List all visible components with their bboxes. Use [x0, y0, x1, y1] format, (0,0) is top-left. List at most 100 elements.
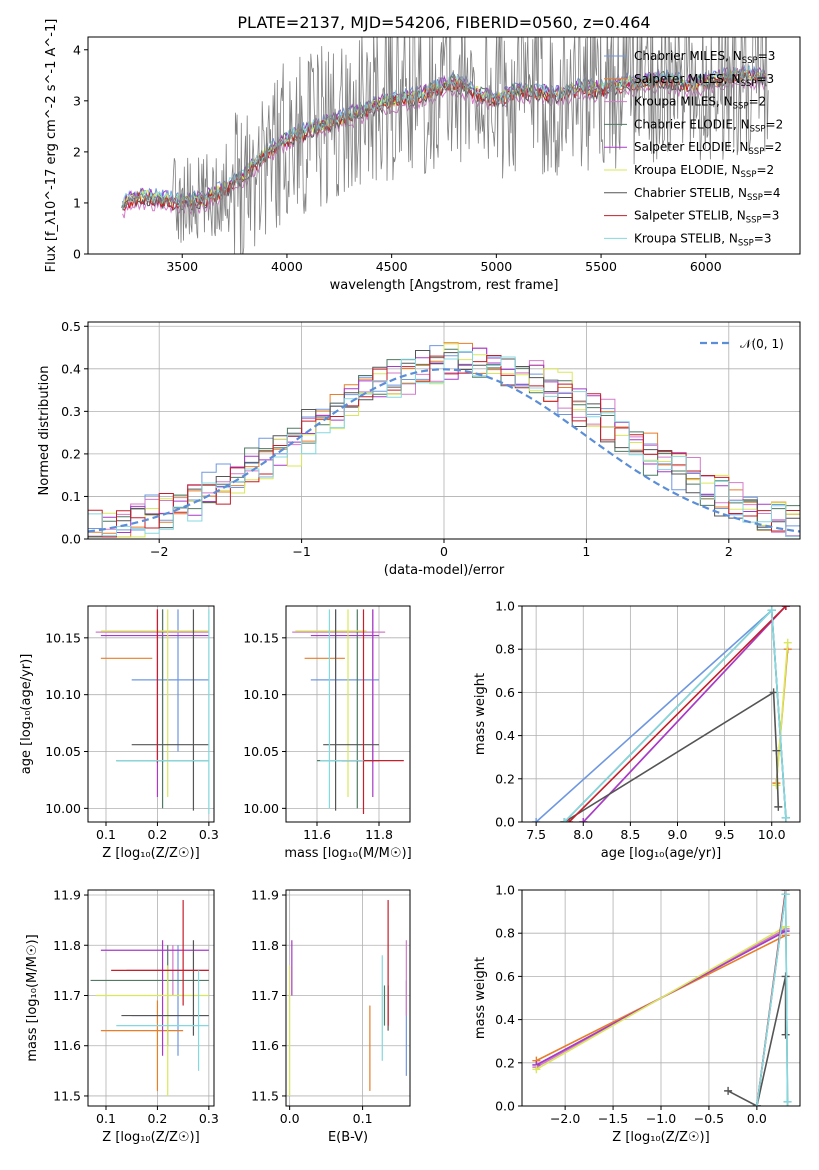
- weight_vs_age-plot: [532, 606, 792, 822]
- spectrum-xtick-label: 4000: [271, 259, 303, 274]
- mass-weight-marker: [781, 606, 790, 610]
- spectrum-ytick-label: 1: [73, 195, 81, 210]
- age_vs_Z-plot: [95, 609, 210, 815]
- age_vs_mass-xtick-label: 11.6: [303, 827, 331, 842]
- weight_vs_age-ytick-label: 0.0: [495, 815, 515, 830]
- mass_vs_EBV-xtick-label: 0.0: [280, 1111, 300, 1126]
- spectrum-ytick-label: 2: [73, 144, 81, 159]
- mass-weight-marker: [532, 818, 541, 822]
- mass_vs_EBV-ytick-label: 11.8: [251, 938, 279, 953]
- weight_vs_Z-ytick-label: 0.0: [495, 1099, 515, 1114]
- age_vs_mass-plot: [292, 609, 404, 815]
- age_vs_mass-xtick-label: 11.8: [365, 827, 393, 842]
- weight_vs_age-xtick-label: 7.5: [526, 827, 546, 842]
- mass-weight-marker: [781, 1030, 790, 1039]
- observed-spectrum-line: [121, 37, 769, 254]
- legend-label: 𝒩(0, 1): [740, 337, 784, 351]
- mass_vs_Z-axes: 0.1 0.2 0.3 11.5 11.6 11.7 11.8 11.9 Z [log₁₀(Z/…: [25, 888, 219, 1145]
- residuals-xtick-label: −2: [150, 544, 168, 559]
- mass_vs_EBV-ytick-label: 11.6: [251, 1038, 279, 1053]
- age_vs_Z-xtick-label: 0.3: [199, 827, 219, 842]
- mass-weight-marker: [772, 746, 781, 755]
- weight_vs_Z-ytick-label: 0.6: [495, 969, 515, 984]
- mass-weight-marker: [767, 606, 776, 615]
- mass-weight-marker: [565, 818, 574, 822]
- mass_vs_EBV-frame: [285, 889, 411, 1107]
- weight_vs_age-xtick-label: 10.0: [758, 827, 786, 842]
- age_vs_mass-frame: [285, 605, 411, 823]
- age_vs_mass-ytick-label: 10.00: [243, 801, 279, 816]
- residuals-axes: −2 −1 0 1 2 0.0 0.1 0.2 0.3 0.4 0.5 (data-model)/er…: [37, 319, 801, 578]
- mass_vs_EBV-ytick-label: 11.9: [251, 888, 279, 903]
- mass-weight-marker: [781, 890, 790, 899]
- age_vs_mass-ytick-label: 10.15: [243, 630, 279, 645]
- normal-curve: [88, 368, 800, 533]
- mass-weight-marker: [579, 818, 588, 822]
- weight_vs_age-ytick-label: 0.8: [495, 642, 515, 657]
- age_vs_Z-ytick-label: 10.15: [45, 630, 81, 645]
- residuals-plot: [88, 342, 800, 538]
- weight_vs_age-xlabel: age [log₁₀(age/yr)]: [601, 846, 722, 861]
- legend-label: Salpeter MILES, NSSP=3: [634, 72, 774, 89]
- weight_vs_age-xtick-label: 9.0: [668, 827, 688, 842]
- age_vs_Z-ytick-label: 10.10: [45, 687, 81, 702]
- weight_vs_Z-xlabel: Z [log₁₀(Z/Z☉)]: [612, 1130, 709, 1145]
- mass-weight-marker: [774, 802, 783, 811]
- mass_vs_Z-ytick-label: 11.6: [53, 1038, 81, 1053]
- figure-title: PLATE=2137, MJD=54206, FIBERID=0560, z=0…: [237, 13, 650, 32]
- weight_vs_age-ylabel: mass weight: [473, 673, 488, 755]
- mass-weight-marker: [781, 813, 790, 822]
- spectrum-ytick-label: 0: [73, 247, 81, 262]
- weight_vs_Z-axes: −2.0 −1.5 −1.0 −0.5 0.0 0.0 0.2 0.4 0.6 0.8 1.0 Z […: [473, 883, 801, 1145]
- mass-weight-marker: [769, 688, 778, 697]
- spectrum-xtick-label: 5000: [480, 259, 512, 274]
- age_vs_Z-ylabel: age [log₁₀(age/yr)]: [19, 654, 34, 775]
- age_vs_Z-xtick-label: 0.2: [147, 827, 167, 842]
- spectrum-axes: 3500 4000 4500 5000 5500 6000 0 1 2 3 4 wavelength …: [44, 19, 801, 293]
- mass_vs_Z-ytick-label: 11.9: [53, 888, 81, 903]
- mass-weight-line: [568, 606, 787, 822]
- mass-weight-marker: [772, 781, 781, 790]
- mass-weight-marker: [783, 638, 792, 647]
- legend-label: Chabrier STELIB, NSSP=4: [634, 186, 781, 203]
- age_vs_Z-axes: 0.1 0.2 0.3 10.00 10.05 10.10 10.15 Z [log₁₀(Z/…: [19, 605, 219, 861]
- mass_vs_Z-ytick-label: 11.7: [53, 988, 81, 1003]
- mass-weight-marker: [783, 1097, 792, 1106]
- spectrum-frame: [87, 36, 801, 255]
- spectrum-ytick-label: 3: [73, 93, 81, 108]
- spectrum-xlabel: wavelength [Angstrom, rest frame]: [330, 278, 559, 293]
- age_vs_Z-frame: [87, 605, 215, 823]
- legend-label: Salpeter STELIB, NSSP=3: [634, 209, 779, 226]
- mass_vs_Z-frame: [87, 889, 215, 1107]
- weight_vs_age-xtick-label: 8.5: [620, 827, 640, 842]
- legend-label: Kroupa STELIB, NSSP=3: [634, 231, 772, 248]
- weight_vs_age-ytick-label: 0.2: [495, 771, 515, 786]
- age_vs_Z-ytick-label: 10.00: [45, 801, 81, 816]
- legend-label: Chabrier ELODIE, NSSP=2: [634, 117, 783, 134]
- spectrum-plot: [121, 37, 769, 254]
- residuals-ytick-label: 0.4: [61, 361, 81, 376]
- mass-weight-line: [775, 642, 789, 786]
- weight_vs_Z-ytick-label: 1.0: [495, 883, 515, 898]
- weight_vs_Z-ytick-label: 0.8: [495, 926, 515, 941]
- weight_vs_Z-plot: [532, 890, 792, 1106]
- mass-weight-line: [563, 691, 780, 822]
- mass_vs_EBV-ytick-label: 11.7: [251, 988, 279, 1003]
- residuals-xtick-label: 0: [440, 544, 448, 559]
- weight_vs_Z-xtick-label: 0.0: [747, 1111, 767, 1126]
- weight_vs_age-xtick-label: 9.5: [715, 827, 735, 842]
- mass_vs_Z-ytick-label: 11.5: [53, 1088, 81, 1103]
- mass-weight-marker: [532, 1065, 541, 1074]
- mass_vs_EBV-ytick-label: 11.5: [251, 1088, 279, 1103]
- weight_vs_age-frame: [521, 605, 801, 823]
- legend-label: Chabrier MILES, NSSP=3: [634, 49, 775, 66]
- mass_vs_Z-ylabel: mass [log₁₀(M/M☉)]: [25, 934, 40, 1061]
- residuals-ylabel: Normed distribution: [37, 366, 52, 496]
- age_vs_Z-xtick-label: 0.1: [96, 827, 116, 842]
- mass_vs_Z-xtick-label: 0.3: [199, 1111, 219, 1126]
- weight_vs_Z-xtick-label: −2.0: [550, 1111, 580, 1126]
- mass_vs_Z-xtick-label: 0.2: [147, 1111, 167, 1126]
- spectrum-ylabel: Flux [f_λ10^-17 erg cm^-2 s^-1 A^-1]: [44, 19, 59, 273]
- age_vs_mass-xlabel: mass [log₁₀(M/M☉)]: [284, 846, 411, 861]
